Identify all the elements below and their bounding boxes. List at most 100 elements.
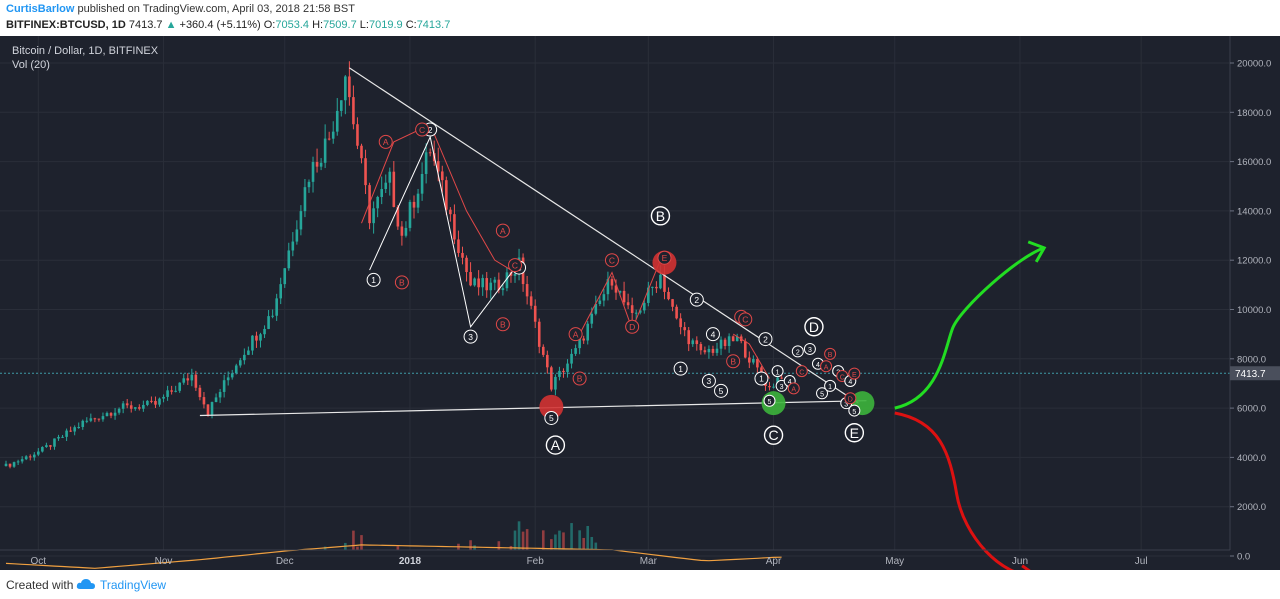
candle [210,402,214,416]
wave-label-red-circle [604,253,619,268]
wave-label-white-circle [689,292,704,307]
volume-bar [582,537,585,550]
price-tick-label: 4000.0 [1237,453,1266,464]
candle [590,313,594,324]
candle [679,318,682,328]
price-axis[interactable] [1230,36,1280,570]
volume-bar [396,546,400,550]
wave-label: 4 [711,329,716,339]
wave-label: B [399,278,405,288]
chart-area[interactable]: 123451234512ABCABCABCDEACBABCDE153423AC4… [0,36,1280,584]
candle [602,294,606,301]
candle [97,418,101,420]
wave-label-red-circle [824,347,837,360]
candle [505,272,509,289]
wave-line-red [361,123,516,273]
candle [162,396,165,399]
price-tick-label: 18000.0 [1237,108,1271,119]
candle [618,290,622,293]
price-tick-label: 0.0 [1237,552,1250,563]
candle [772,386,775,388]
volume-bar [521,531,525,550]
candle [299,211,303,230]
wave-label-major: C [768,427,778,443]
price-tick-label: 2000.0 [1237,502,1266,513]
wave-label-major: B [656,208,665,224]
wave-label-white-circle [763,425,784,445]
candle [546,354,549,368]
author-link[interactable]: CurtisBarlow [6,3,75,15]
wave-label-white-circle [824,379,837,392]
volume-indicator-label: Vol (20) [12,59,50,71]
candle [388,171,392,183]
wave-label-white-circle [463,329,478,344]
wave-label: D [848,396,853,403]
price-tick-label: 12000.0 [1237,256,1271,267]
wave-label: C [512,260,518,270]
wave-label: A [791,387,796,394]
candle [295,229,299,242]
candle [756,359,759,368]
candle [465,257,468,273]
volume-bar [360,535,363,550]
candle [65,430,68,437]
wave-label: 3 [707,376,712,386]
wave-label-red-circle [508,258,523,273]
wave-label: 4 [788,379,792,386]
price-tick-label: 10000.0 [1237,305,1271,316]
candle [396,206,400,227]
wave-label: C [742,315,748,325]
wave-label-major: A [551,437,561,453]
wave-label: 3 [468,332,473,342]
wave-label-white-circle [758,332,773,347]
trendline[interactable] [349,67,859,404]
wave-label: A [500,226,506,236]
candle [49,445,52,447]
candle [81,420,85,427]
trendlines[interactable] [199,67,867,417]
candle [683,327,686,331]
volume-bar [525,529,529,550]
wave-label-white-circle [791,345,804,358]
projection-down-arrow [894,411,1037,578]
wave-label: B [577,374,583,384]
candle [303,187,307,212]
wave-label: 5 [852,409,856,416]
projection-arrows [894,240,1047,584]
candle [392,171,396,207]
chart-svg[interactable]: 123451234512ABCABCABCDEACBABCDE153423AC4… [0,36,1280,584]
wave-label: 2 [763,334,768,344]
candle [400,226,404,236]
high-label: H: [312,19,324,31]
wave-label: A [383,137,389,147]
volume-bar [352,530,355,550]
candle [695,340,699,345]
volume-bar [558,530,561,550]
tradingview-cloud-icon[interactable] [76,577,96,591]
tradingview-link[interactable]: TradingView [100,578,167,592]
wave-label-red-circle [394,275,409,290]
candle [703,350,707,353]
candle [283,268,287,285]
candle [408,201,412,228]
candle [372,208,375,224]
candle [214,397,218,403]
candle [578,338,581,349]
candle [630,305,634,313]
candle [275,298,278,316]
candle [404,227,408,236]
candle [525,284,529,297]
candle [748,357,751,363]
open-value: 7053.4 [275,19,309,31]
candle [667,291,670,300]
candle [117,408,121,413]
wave-label-white-circle [701,373,716,388]
candle [570,353,573,364]
red-marker-circle [539,394,564,419]
wave-label-red-circle [795,365,808,378]
wave-label-red-circle [378,134,393,149]
candle [53,438,56,447]
trendline[interactable] [199,400,867,417]
candle [501,288,505,291]
wave-label: C [609,255,615,265]
